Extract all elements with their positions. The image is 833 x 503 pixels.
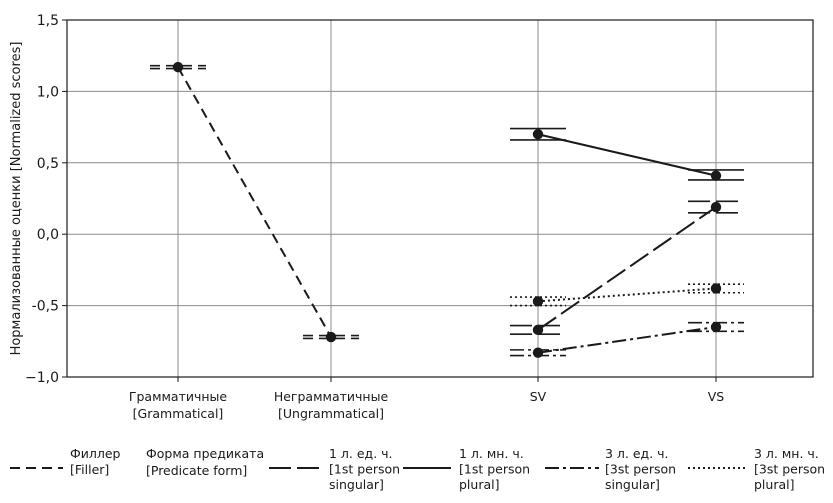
data-point-1pl — [710, 170, 722, 181]
series-line-3pl — [537, 287, 717, 303]
y-tick-label: 1,5 — [37, 13, 59, 29]
data-point-1sg — [710, 201, 722, 213]
plot-frame — [66, 19, 814, 378]
data-point-1sg — [532, 324, 544, 336]
y-tick-label: -0,5 — [32, 299, 59, 315]
legend-label-3sg: 3 л. ед. ч. — [605, 446, 669, 461]
legend-label-filler: [Filler] — [70, 462, 109, 477]
data-point-filler — [172, 61, 184, 73]
legend-label-1sg: singular] — [329, 477, 384, 492]
y-tick-label: 0,0 — [37, 227, 59, 243]
series-line-3sg — [537, 326, 717, 354]
data-point-1pl — [532, 129, 544, 140]
series-line-filler — [177, 66, 332, 338]
x-tick-label: Неграмматичные — [274, 389, 389, 404]
legend-label-1pl: [1st person — [459, 462, 530, 477]
legend-label-3pl: [3st person — [754, 462, 825, 477]
series-line-1pl — [537, 133, 717, 177]
legend-label-3sg: [3st person — [605, 462, 676, 477]
y-tick-label: −1,0 — [25, 370, 59, 386]
legend-label-3pl: plural] — [754, 477, 794, 492]
legend-label-1sg: [1st person — [329, 462, 400, 477]
data-point-3pl — [532, 296, 544, 307]
legend-label-3sg: singular] — [605, 477, 660, 492]
legend-label-1sg: 1 л. ед. ч. — [329, 446, 393, 461]
y-tick-label: 0,5 — [37, 156, 59, 172]
legend-label-filler: Филлер — [70, 446, 121, 461]
x-tick-label: VS — [708, 389, 725, 404]
legend-label-1pl: plural] — [459, 477, 499, 492]
data-point-3sg — [532, 347, 544, 358]
legend-header: Форма предиката — [146, 446, 264, 461]
legend-label-1pl: 1 л. мн. ч. — [459, 446, 524, 461]
legend-header: [Predicate form] — [146, 463, 247, 478]
series-line-1sg — [537, 206, 717, 331]
y-tick-label: 1,0 — [37, 84, 59, 100]
legend-label-3pl: 3 л. мн. ч. — [754, 446, 819, 461]
x-tick-label: [Ungrammatical] — [278, 406, 384, 421]
x-tick-label: [Grammatical] — [133, 406, 224, 421]
x-tick-label: Грамматичные — [129, 389, 228, 404]
data-point-3sg — [710, 321, 722, 333]
x-tick-label: SV — [530, 389, 547, 404]
data-point-filler — [325, 331, 337, 343]
y-axis-title: Нормализованные оценки [Normalized score… — [9, 42, 24, 356]
data-point-3pl — [710, 283, 722, 294]
